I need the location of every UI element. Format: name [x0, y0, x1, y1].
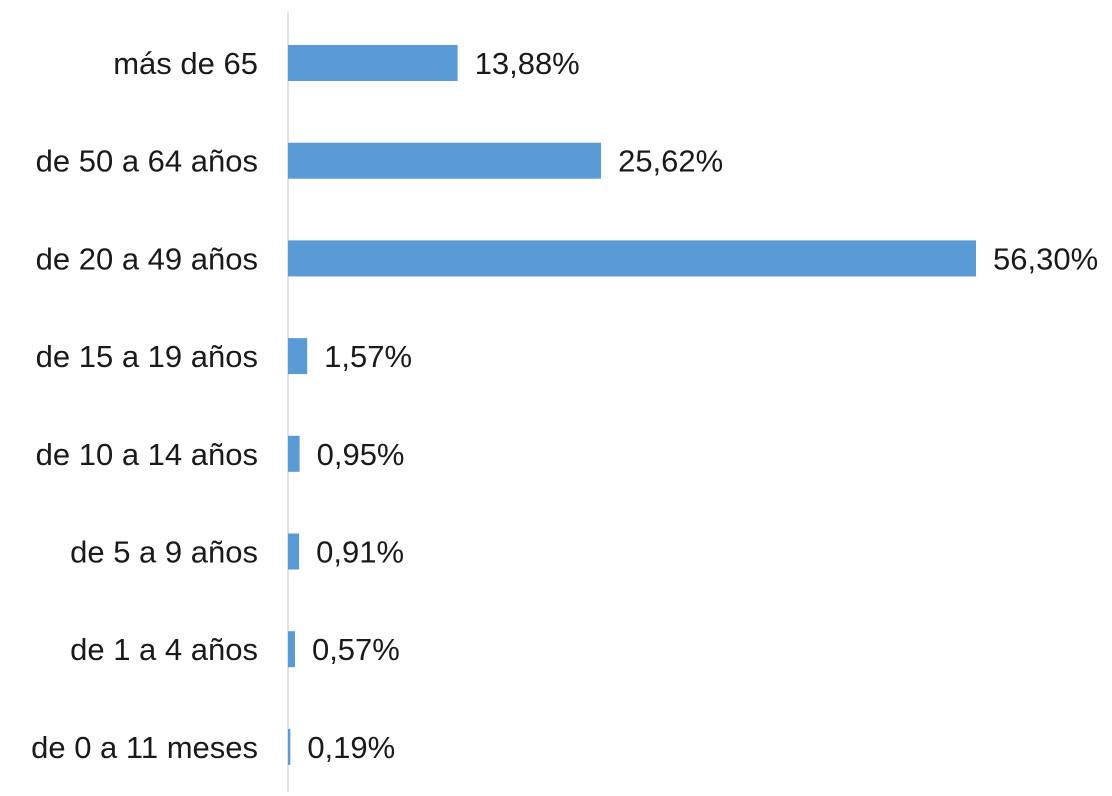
bar: [288, 240, 976, 277]
data-label: 0,95%: [317, 437, 405, 472]
data-label: 1,57%: [324, 339, 412, 374]
bar: [288, 728, 291, 765]
bar: [288, 338, 308, 375]
data-label: 0,19%: [307, 730, 395, 765]
bar-marks: más de 65 13,88% de 50 a 64 años 25,62% de 2…: [31, 45, 1098, 765]
category-label: más de 65: [113, 46, 258, 81]
category-label: de 5 a 9 años: [70, 535, 258, 570]
data-label: 56,30%: [993, 241, 1098, 276]
data-label: 0,57%: [312, 632, 400, 667]
data-label: 13,88%: [475, 46, 580, 81]
bar: [288, 45, 458, 81]
category-label: de 20 a 49 años: [36, 241, 258, 276]
category-label: de 0 a 11 meses: [31, 730, 258, 765]
bar: [288, 631, 295, 668]
bar: [288, 533, 300, 570]
bar: [288, 435, 300, 472]
bar: [288, 142, 602, 179]
data-label: 0,91%: [316, 535, 404, 570]
category-label: de 1 a 4 años: [70, 632, 258, 667]
data-label: 25,62%: [618, 144, 723, 179]
category-label: de 15 a 19 años: [36, 339, 258, 374]
category-label: de 10 a 14 años: [36, 437, 258, 472]
category-label: de 50 a 64 años: [36, 144, 258, 179]
